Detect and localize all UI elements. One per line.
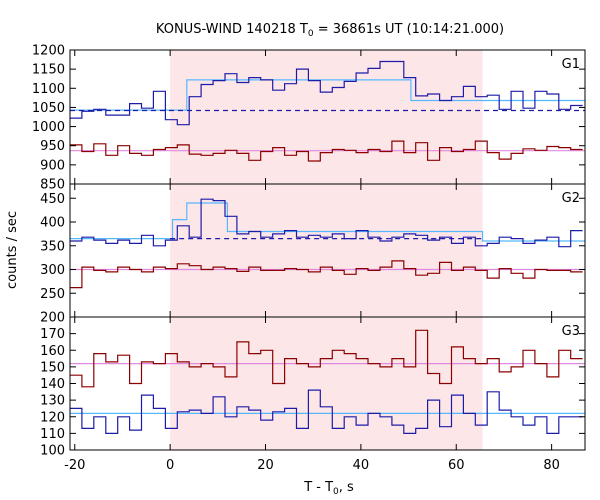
x-tick-label: 20: [257, 458, 274, 473]
fit-line-light_blue: [70, 79, 585, 111]
x-tick-label: 0: [166, 458, 174, 473]
fit-line-light_blue: [70, 202, 585, 242]
y-tick-label: 250: [40, 287, 65, 302]
series-blue-line: [70, 60, 583, 126]
x-tick-label: 80: [543, 458, 560, 473]
x-tick-label: 40: [353, 458, 370, 473]
y-tick-label: 1050: [32, 101, 65, 116]
y-tick-label: 950: [40, 139, 65, 154]
y-tick-label: 140: [40, 377, 65, 392]
series-dark_red-line: [70, 329, 583, 388]
y-tick-label: 900: [40, 158, 65, 173]
series-dark_red-line: [70, 260, 583, 289]
series-blue-line: [70, 389, 583, 434]
y-tick-label: 1100: [32, 82, 65, 97]
y-tick-label: 160: [40, 344, 65, 359]
y-axis-label: counts / sec: [5, 211, 20, 289]
y-tick-label: 450: [40, 192, 65, 207]
panel-g2: 200 250 300 350 400 450 G2: [40, 183, 586, 326]
x-axis-label: T - T0, s: [303, 480, 354, 497]
y-tick-label: 200: [40, 311, 65, 326]
shaded-interval: [170, 50, 483, 450]
y-tick-label: 110: [40, 427, 65, 442]
series-blue-line: [70, 198, 583, 248]
panel-label-g2: G2: [562, 191, 580, 206]
series-dark_red-line: [70, 140, 583, 162]
y-tick-label: 300: [40, 263, 65, 278]
x-tick-label: 60: [448, 458, 465, 473]
y-tick-label: 400: [40, 216, 65, 231]
panel-label-g3: G3: [562, 324, 580, 339]
plot-area: 85090095010001050110011501200G1200250300…: [32, 44, 586, 473]
y-tick-label: 120: [40, 410, 65, 425]
y-tick-label: 350: [40, 239, 65, 254]
y-tick-label: 130: [40, 394, 65, 409]
panel-label-g1: G1: [562, 57, 580, 72]
panel-g1: 850 900 950 1000 1050 1100 1150 1200 G1: [32, 44, 586, 193]
y-tick-label: 170: [40, 327, 65, 342]
y-tick-label: 1000: [32, 120, 65, 135]
y-tick-label: 150: [40, 360, 65, 375]
y-tick-label: 100: [40, 444, 65, 459]
y-tick-label: 1150: [32, 63, 65, 78]
y-tick-label: 1200: [32, 44, 65, 59]
chart-title: KONUS-WIND 140218 T0 = 36861s UT (10:14:…: [156, 22, 504, 39]
y-tick-label: 850: [40, 178, 65, 193]
x-tick-label: -20: [64, 458, 85, 473]
